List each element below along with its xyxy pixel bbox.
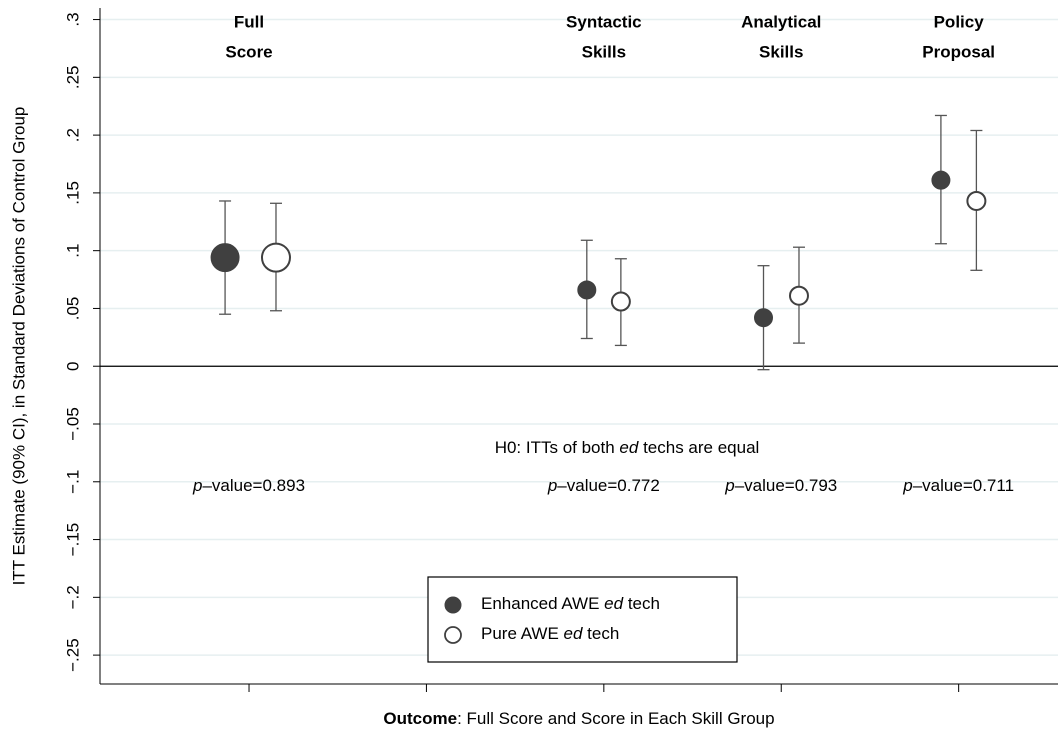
legend-label: Pure AWE ed tech <box>481 624 619 643</box>
legend-label: Enhanced AWE ed tech <box>481 594 660 613</box>
legend-marker <box>444 596 462 614</box>
y-tick-label: 0 <box>63 361 82 370</box>
category-label: Syntactic <box>566 12 642 31</box>
point <box>788 285 809 306</box>
y-tick-label: −.05 <box>63 407 82 441</box>
category-label: Full <box>234 12 264 31</box>
point <box>610 291 631 312</box>
y-tick-label: .25 <box>63 66 82 90</box>
y-tick-label: .2 <box>63 128 82 142</box>
annotation: H0: ITTs of both ed techs are equal <box>495 438 760 457</box>
y-tick-label: −.25 <box>63 638 82 672</box>
x-axis-label-part: : Full Score and Score in Each Skill Gro… <box>457 709 774 728</box>
point <box>577 280 597 300</box>
y-tick-label: .3 <box>63 12 82 26</box>
y-tick-label: .15 <box>63 181 82 205</box>
point <box>754 308 774 328</box>
category-label: Proposal <box>922 42 995 61</box>
x-axis-label: Outcome: Full Score and Score in Each Sk… <box>383 709 774 728</box>
p-value: p–value=0.711 <box>902 476 1014 495</box>
point <box>966 190 987 211</box>
point <box>210 243 240 273</box>
category-label: Skills <box>759 42 803 61</box>
legend-box <box>427 576 738 663</box>
y-tick-label: −.2 <box>63 585 82 609</box>
p-value: p–value=0.793 <box>724 476 837 495</box>
category-label: Skills <box>582 42 626 61</box>
category-label: Analytical <box>741 12 821 31</box>
point <box>260 242 291 273</box>
category-label: Policy <box>934 12 985 31</box>
x-axis-label-part: Outcome <box>383 709 457 728</box>
y-tick-label: −.15 <box>63 523 82 557</box>
y-tick-label: −.1 <box>63 470 82 494</box>
y-tick-label: .05 <box>63 297 82 321</box>
category-label: Score <box>225 42 272 61</box>
legend-marker <box>444 626 462 644</box>
y-tick-label: .1 <box>63 244 82 258</box>
y-axis-label: ITT Estimate (90% CI), in Standard Devia… <box>9 107 28 586</box>
p-value: p–value=0.772 <box>547 476 660 495</box>
point <box>931 170 951 190</box>
p-value: p–value=0.893 <box>192 476 305 495</box>
